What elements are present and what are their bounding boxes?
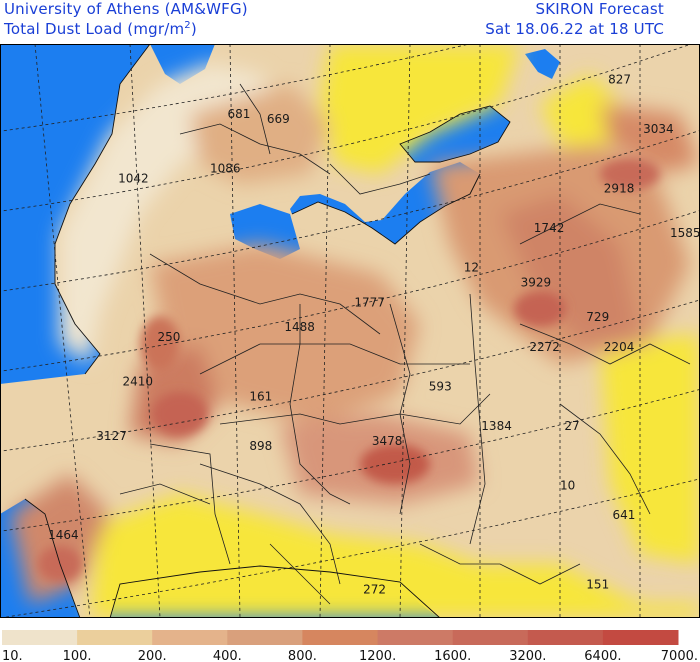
- dust-value-label: 161: [249, 389, 272, 403]
- legend-swatch: [302, 630, 378, 645]
- legend-swatch: [77, 630, 153, 645]
- valid-time-label: Sat 18.06.22 at 18 UTC: [485, 20, 664, 38]
- dust-value-label: 1042: [118, 172, 149, 186]
- legend-label: 10.: [2, 649, 23, 662]
- legend-label: 3200.: [509, 649, 546, 662]
- dust-value-label: 1742: [534, 221, 565, 235]
- legend-label: 1200.: [359, 649, 396, 662]
- color-legend: 10. 100. 200. 400. 800. 1200. 1600. 3200. 6400. 7…: [2, 630, 698, 662]
- legend-swatch: [227, 630, 303, 645]
- dust-value-label: 1086: [210, 162, 241, 176]
- legend-swatch: [527, 630, 604, 645]
- product-label: SKIRON Forecast: [535, 0, 664, 18]
- dust-value-label: 250: [158, 330, 181, 344]
- dust-value-label: 151: [586, 577, 609, 591]
- dust-value-label: 593: [429, 379, 452, 393]
- mediterranean-sea: [290, 162, 480, 244]
- dust-value-label: 3034: [643, 122, 674, 136]
- dust-value-label: 669: [267, 112, 290, 126]
- legend-label: 6400.: [584, 649, 621, 662]
- legend-label: 100.: [63, 649, 92, 662]
- dust-value-label: 898: [249, 439, 272, 453]
- dust-value-label: 827: [608, 73, 631, 87]
- dust-value-label: 1488: [284, 320, 315, 334]
- legend-label: 200.: [138, 649, 167, 662]
- dust-value-label: 3127: [96, 429, 127, 443]
- organization-label: University of Athens (AM&WFG): [4, 0, 248, 18]
- dust-value-label: 2918: [604, 181, 635, 195]
- dust-value-label: 10: [560, 478, 575, 492]
- dust-value-label: 1464: [48, 528, 79, 542]
- dust-value-label: 641: [613, 508, 636, 522]
- black-sea: [400, 106, 510, 162]
- coastlines: [24, 44, 511, 618]
- north-sea: [150, 44, 215, 84]
- legend-labels: 10. 100. 200. 400. 800. 1200. 1600. 3200. 6400. 7…: [2, 649, 698, 662]
- dust-value-label: 681: [228, 107, 251, 121]
- field-title-superscript: 2: [184, 20, 191, 31]
- legend-swatch: [602, 630, 679, 645]
- western-mediterranean: [230, 204, 300, 259]
- dust-value-label: 27: [564, 419, 579, 433]
- dust-value-label: 1585: [670, 226, 700, 240]
- legend-swatches: [2, 630, 679, 645]
- dust-value-label: 2272: [529, 340, 560, 354]
- dust-value-label: 729: [586, 310, 609, 324]
- value-labels: 827 3034 681 669 1042 1086 2918 1742 1585 12 3929 7…: [48, 73, 700, 597]
- dust-value-label: 3478: [372, 434, 403, 448]
- dust-value-label: 3929: [521, 276, 552, 290]
- legend-swatch: [2, 630, 78, 645]
- dust-value-label: 1777: [354, 295, 385, 309]
- legend-swatch: [377, 630, 454, 645]
- legend-swatch: [152, 630, 228, 645]
- legend-label: 400.: [213, 649, 242, 662]
- dust-value-label: 2410: [123, 374, 154, 388]
- legend-swatch: [452, 630, 529, 645]
- legend-label: 1600.: [434, 649, 471, 662]
- legend-label: 800.: [288, 649, 317, 662]
- field-title-text: Total Dust Load (mgr/m: [4, 20, 185, 38]
- caspian-sea: [525, 49, 560, 79]
- dust-value-label: 272: [363, 582, 386, 596]
- field-title-close: ): [190, 20, 197, 38]
- dust-shading: [10, 44, 700, 618]
- legend-label: 7000.: [661, 649, 698, 662]
- dust-value-label: 2204: [604, 340, 635, 354]
- dust-load-map: 827 3034 681 669 1042 1086 2918 1742 1585 12 3929 7…: [0, 44, 700, 618]
- dust-value-label: 12: [464, 261, 479, 275]
- field-title: Total Dust Load (mgr/m2): [4, 20, 197, 38]
- dust-value-label: 1384: [481, 419, 512, 433]
- graticule: [0, 44, 700, 618]
